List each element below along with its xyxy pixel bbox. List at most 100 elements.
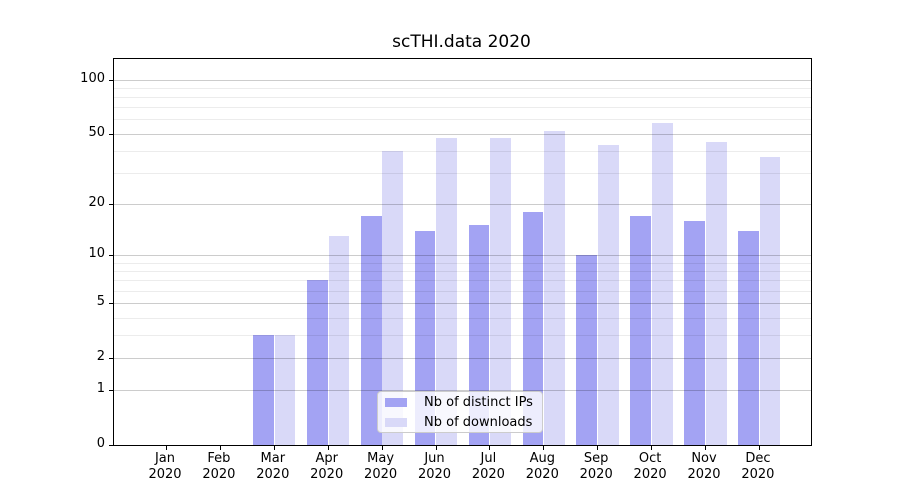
gridline-minor <box>114 97 811 98</box>
legend-swatch-downloads <box>385 417 407 427</box>
bar-downloads <box>598 145 619 445</box>
y-tick-mark <box>109 358 113 359</box>
bar-downloads <box>759 156 781 445</box>
bar-distinct-ips <box>684 220 705 445</box>
x-tick-year: 2020 <box>417 467 452 482</box>
x-tick-month: Sep <box>583 451 609 466</box>
bar-distinct-ips <box>360 216 382 445</box>
x-tick-mark <box>219 446 221 450</box>
x-tick-label: Sep 2020 <box>569 451 623 483</box>
bar-distinct-ips <box>468 225 490 445</box>
y-tick-label: 50 <box>88 124 105 140</box>
gridline-minor <box>114 150 811 152</box>
gridline-minor <box>114 119 811 121</box>
x-tick-label: Nov 2020 <box>677 451 731 483</box>
x-tick-year: 2020 <box>471 467 505 482</box>
legend-swatch-distinct-ips <box>385 397 407 407</box>
x-tick-month: Feb <box>207 451 231 466</box>
gridline-major <box>114 358 811 359</box>
gridline-minor <box>114 262 811 264</box>
x-tick-mark <box>597 446 599 450</box>
chart-title: scTHI.data 2020 <box>392 32 531 52</box>
x-tick-label: Feb 2020 <box>192 451 246 483</box>
x-tick-mark <box>489 446 491 450</box>
x-tick-year: 2020 <box>364 467 398 482</box>
gridline-major <box>114 79 811 81</box>
gridline-major <box>114 303 811 305</box>
x-tick-mark <box>705 446 706 450</box>
x-tick-month: May <box>367 451 395 466</box>
bar-distinct-ips <box>576 255 598 445</box>
gridline-minor <box>114 335 811 337</box>
gridline-major <box>114 255 811 257</box>
bar-downloads <box>544 130 565 445</box>
y-tick-mark <box>109 255 113 257</box>
x-tick-label: May 2020 <box>354 451 408 483</box>
x-tick-month: Mar <box>260 451 286 466</box>
plot-area <box>109 58 812 450</box>
gridline-minor <box>114 290 811 292</box>
gridline-major <box>114 133 811 135</box>
gridline-minor <box>114 173 811 174</box>
y-tick-mark <box>109 133 113 135</box>
x-tick-mark <box>651 446 653 450</box>
bar-downloads <box>705 141 727 445</box>
y-tick-mark <box>109 203 113 205</box>
gridline-major <box>114 390 811 392</box>
gridline-minor <box>114 317 811 319</box>
y-tick-label: 20 <box>88 194 105 210</box>
x-tick-year: 2020 <box>579 467 613 482</box>
x-tick-mark <box>435 446 437 450</box>
x-tick-label: Mar 2020 <box>246 451 300 483</box>
bar-distinct-ips <box>306 280 328 445</box>
bar-distinct-ips <box>630 216 652 445</box>
x-tick-month: Nov <box>691 451 717 466</box>
x-tick-month: Jan <box>154 451 176 466</box>
x-tick-month: Dec <box>745 451 771 466</box>
y-tick-label: 2 <box>96 349 105 364</box>
legend: Nb of distinct IPs Nb of downloads <box>377 391 543 433</box>
y-tick-label: 0 <box>96 436 105 451</box>
gridline-minor <box>114 87 811 89</box>
x-tick-mark <box>381 446 383 450</box>
x-tick-label: Jun 2020 <box>408 451 462 483</box>
x-tick-mark <box>543 446 545 450</box>
bar-downloads <box>328 236 350 445</box>
legend-item-downloads: Nb of downloads <box>385 414 535 431</box>
x-tick-label: Jan 2020 <box>138 451 192 483</box>
bar-downloads <box>490 138 511 445</box>
bar-downloads <box>436 138 458 445</box>
y-tick-label: 100 <box>80 70 105 86</box>
gridline-minor <box>114 107 811 109</box>
bar-downloads <box>274 335 296 445</box>
y-tick-label: 5 <box>96 294 105 310</box>
x-tick-mark <box>758 446 760 450</box>
x-tick-label: Jul 2020 <box>461 451 515 483</box>
x-tick-label: Apr 2020 <box>300 451 354 483</box>
x-tick-year: 2020 <box>256 467 290 482</box>
gridline-minor <box>114 280 811 282</box>
y-tick-mark <box>109 79 113 81</box>
bar-distinct-ips <box>253 335 274 445</box>
bar-downloads <box>382 150 404 445</box>
x-tick-year: 2020 <box>148 467 182 482</box>
legend-label-downloads: Nb of downloads <box>424 414 533 430</box>
x-tick-year: 2020 <box>687 467 721 482</box>
y-tick-mark <box>109 445 113 446</box>
bar-downloads <box>651 123 673 445</box>
x-tick-mark <box>327 446 329 450</box>
x-tick-month: Oct <box>638 451 662 466</box>
x-tick-year: 2020 <box>633 467 667 482</box>
x-tick-label: Aug 2020 <box>515 451 569 483</box>
x-tick-month: Jun <box>424 451 445 466</box>
x-tick-label: Oct 2020 <box>623 451 677 483</box>
x-tick-mark <box>166 446 167 450</box>
x-tick-year: 2020 <box>310 467 344 482</box>
x-tick-year: 2020 <box>525 467 559 482</box>
x-tick-month: Apr <box>315 451 338 466</box>
gridline-major <box>114 203 811 205</box>
x-tick-mark <box>273 446 275 450</box>
legend-label-distinct-ips: Nb of distinct IPs <box>424 394 533 410</box>
x-tick-month: Jul <box>480 451 497 466</box>
